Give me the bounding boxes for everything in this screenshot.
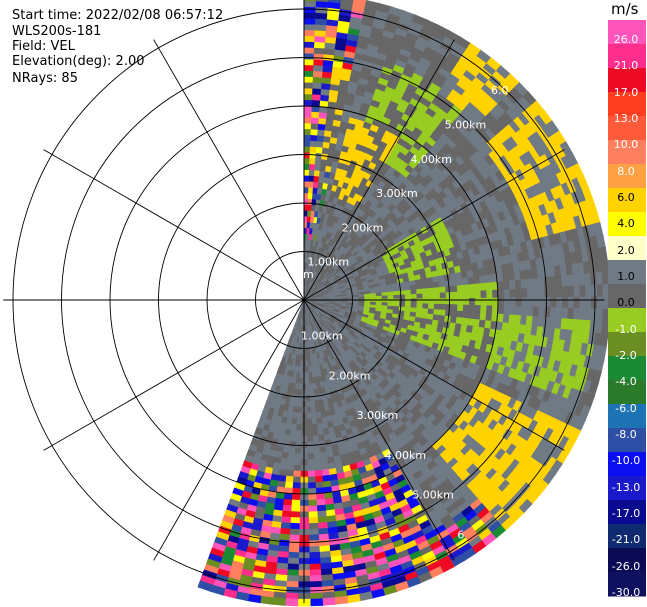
colorbar-unit-label: m/s (611, 0, 639, 18)
colorbar-tick-label: -6.0 (615, 401, 637, 415)
colorbar-tick-label: 21.0 (613, 59, 639, 73)
ring-label: 2.00km (329, 369, 371, 382)
ring-label: 2.00km (342, 221, 384, 234)
start-time-label: Start time: 2022/02/08 06:57:12 (12, 8, 224, 23)
azimuth-spoke (153, 39, 305, 301)
colorbar-tick-label: 8.0 (617, 164, 635, 178)
colorbar-tick-label: 17.0 (613, 85, 639, 99)
colorbar-tick-label: 26.0 (613, 33, 639, 46)
velocity-cell (315, 0, 331, 3)
colorbar-tick-label: -13.0 (611, 480, 641, 494)
colorbar-tick-label: -4.0 (615, 375, 637, 389)
velocity-cell (295, 598, 311, 607)
colorbar-tick-label: 2.0 (617, 243, 635, 257)
azimuth-spoke (43, 149, 305, 301)
instrument-label: WLS200s-181 (12, 24, 102, 39)
colorbar-tick-label: -21.0 (611, 533, 641, 547)
velocity-field (197, 0, 611, 607)
velocity-cell (328, 0, 344, 4)
colorbar-tick-label: -17.0 (611, 507, 641, 520)
field-label: Field: VEL (12, 39, 75, 54)
ring-label: 6.0 (491, 84, 509, 97)
elevation-label: Elevation(deg): 2.00 (12, 54, 145, 69)
colorbar-tick-label: 0.0 (617, 296, 635, 310)
colorbar-tick-label: -8.0 (615, 428, 637, 441)
colorbar-tick-label: 13.0 (613, 112, 639, 125)
colorbar-tick-label: -26.0 (611, 559, 641, 573)
ring-label: 3.00km (357, 409, 399, 422)
ring-label: 3.00km (376, 187, 418, 200)
colorbar-tick-label: -1.0 (615, 322, 637, 336)
nrays-label: NRays: 85 (12, 71, 78, 86)
colorbar-tick-label: -30.0 (611, 586, 641, 599)
colorbar-tick-label: -2.0 (615, 349, 637, 362)
colorbar-tick-label: 1.0 (617, 270, 635, 283)
ring-label: 5.00km (445, 119, 487, 132)
ring-label: 1.00km (308, 256, 350, 269)
ring-label: 1.00km (301, 330, 343, 343)
colorbar-tick-label: 4.0 (617, 217, 635, 231)
velocity-cell (303, 0, 319, 2)
colorbar-tick-label: -10.0 (611, 454, 641, 468)
ring-label: 5.00km (412, 489, 454, 502)
velocity-cell (308, 598, 324, 607)
ring-label: m (303, 268, 314, 281)
colorbar-tick-label: 6.0 (617, 191, 635, 204)
velocity-cell (340, 0, 356, 6)
ring-label: 4.00km (410, 153, 452, 166)
colorbar-tick-label: 10.0 (613, 138, 639, 152)
ring-label: 6 (457, 528, 464, 541)
ring-label: 4.00km (384, 449, 426, 462)
